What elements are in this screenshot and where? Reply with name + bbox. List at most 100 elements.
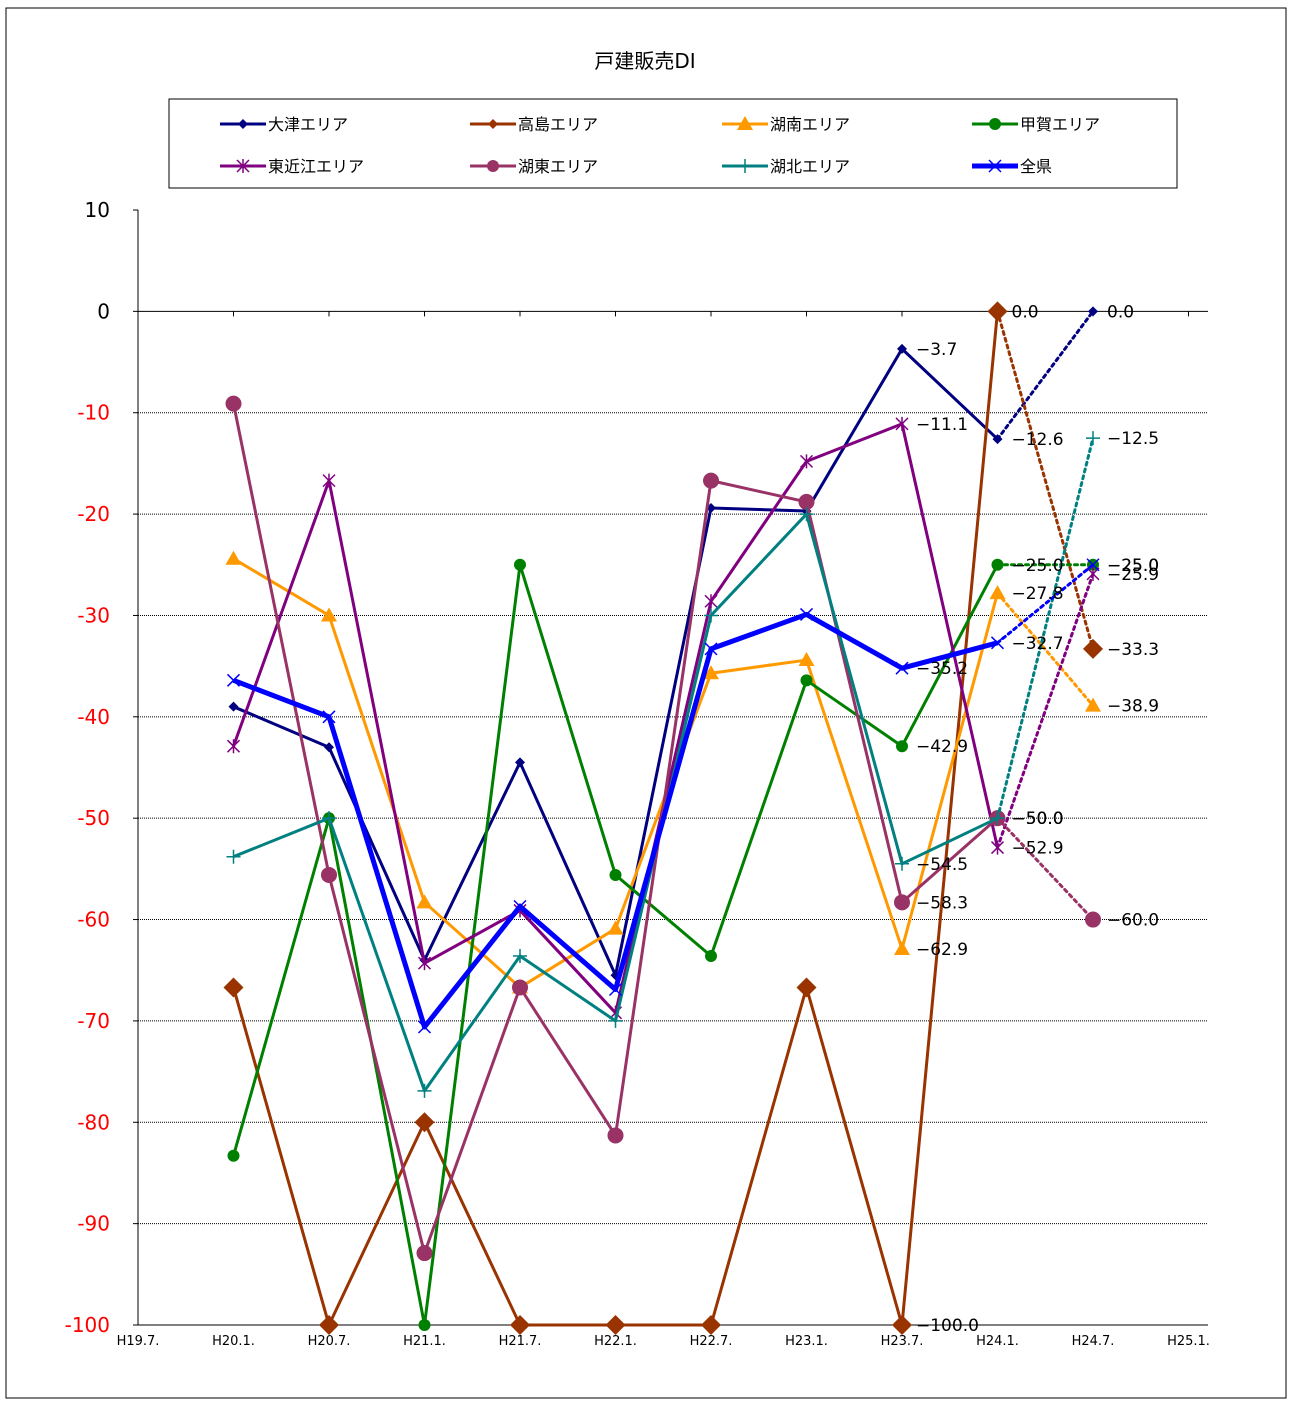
marker-triangle [894,940,910,955]
data-label: −62.9 [916,940,968,960]
data-point [605,1315,626,1335]
data-point [1086,431,1100,446]
marker-x [1086,558,1100,572]
legend-item-0: 大津エリア [220,115,348,134]
y-tick-label: 0 [97,299,110,323]
marker-x [990,636,1005,650]
forecast-line [996,563,1095,645]
data-point [227,1149,240,1162]
data-label: −58.3 [916,893,968,913]
marker-diamond [515,757,525,768]
marker-plus [322,811,336,826]
marker-x [513,899,527,913]
data-label: −100.0 [916,1316,979,1336]
axes: 10 0 -10 -20 -30 -40 -50 -60 -70 -80 -90 -100 H19.7.… [65,198,1210,1349]
marker-star [226,739,241,754]
marker-star [990,840,1005,855]
marker-x [895,661,909,675]
data-point [322,811,336,826]
data-label: −52.9 [1012,839,1064,859]
series-5 [225,395,1101,1262]
x-tick-label: H25.1. [1167,1334,1210,1349]
data-point [1085,911,1101,928]
y-tick-label: -20 [77,502,110,526]
data-label: 0.0 [1012,302,1039,322]
data-point [1086,558,1100,572]
data-label: −33.3 [1107,640,1159,660]
marker-diamond [319,1315,339,1335]
data-point [704,642,718,656]
marker-plus [738,159,752,173]
data-point [223,977,244,998]
marker-x [704,642,718,656]
data-point [319,1315,339,1335]
marker-star [417,956,432,971]
marker-x [322,710,336,724]
data-point [1086,566,1100,581]
data-point [226,849,241,864]
data-point [417,1020,432,1034]
legend-box [168,98,1178,189]
marker-diamond [897,343,907,354]
y-tick-label: -80 [77,1110,110,1134]
series-7 [226,558,1100,1034]
data-label: −60.0 [1107,911,1159,931]
data-point [989,585,1006,600]
marker-circle [705,950,717,963]
marker-circle [798,493,815,510]
y-tick-label: -60 [77,908,110,932]
legend-item-5: 湖東エリア [470,157,598,176]
data-label: −3.7 [916,340,957,360]
data-point [488,119,498,129]
marker-x [799,607,814,621]
legend-item-3: 甲賀エリア [972,115,1100,134]
data-point [704,594,718,609]
marker-diamond [992,434,1003,445]
data-point [798,493,815,510]
data-label: −25.0 [1107,556,1159,576]
data-point [414,1112,435,1133]
marker-star [1086,566,1100,581]
data-label: −25.9 [1107,565,1159,585]
data-point [226,739,241,754]
marker-plus [990,811,1005,826]
x-tick-label: H23.1. [785,1334,828,1349]
data-point [1088,306,1098,317]
x-tick-label: H24.1. [976,1334,1019,1349]
data-point [321,866,337,883]
x-tick-label: H22.1. [594,1334,637,1349]
marker-triangle [321,607,337,622]
data-point [417,956,432,971]
legend-item-2: 湖南エリア [722,115,850,134]
data-point [236,159,250,173]
data-point [238,119,248,129]
data-point [800,674,813,687]
forecast-line [996,816,1095,922]
data-label: −35.2 [916,659,968,679]
marker-diamond [796,977,817,998]
data-label: −11.1 [916,415,968,435]
data-label: −32.7 [1012,634,1064,654]
marker-x [417,1020,432,1034]
y-tick-label: -50 [77,806,110,830]
legend-label: 東近江エリア [268,157,364,176]
legend-item-1: 高島エリア [470,115,598,134]
data-point [988,159,1002,173]
data-point [416,1245,433,1262]
x-tick-label: H22.7. [690,1334,733,1349]
data-point [989,118,1001,130]
legend-label: 全県 [1020,157,1052,176]
marker-triangle [989,585,1006,600]
marker-circle [894,894,910,911]
marker-triangle [1085,697,1101,712]
data-point [416,894,433,909]
marker-triangle [225,550,242,565]
marker-plus [226,849,241,864]
y-tick-label: -30 [77,603,110,627]
marker-triangle [737,116,753,130]
marker-plus [895,856,909,871]
y-tick-label: -40 [77,705,110,729]
marker-triangle [798,652,815,667]
marker-plus [704,608,718,623]
